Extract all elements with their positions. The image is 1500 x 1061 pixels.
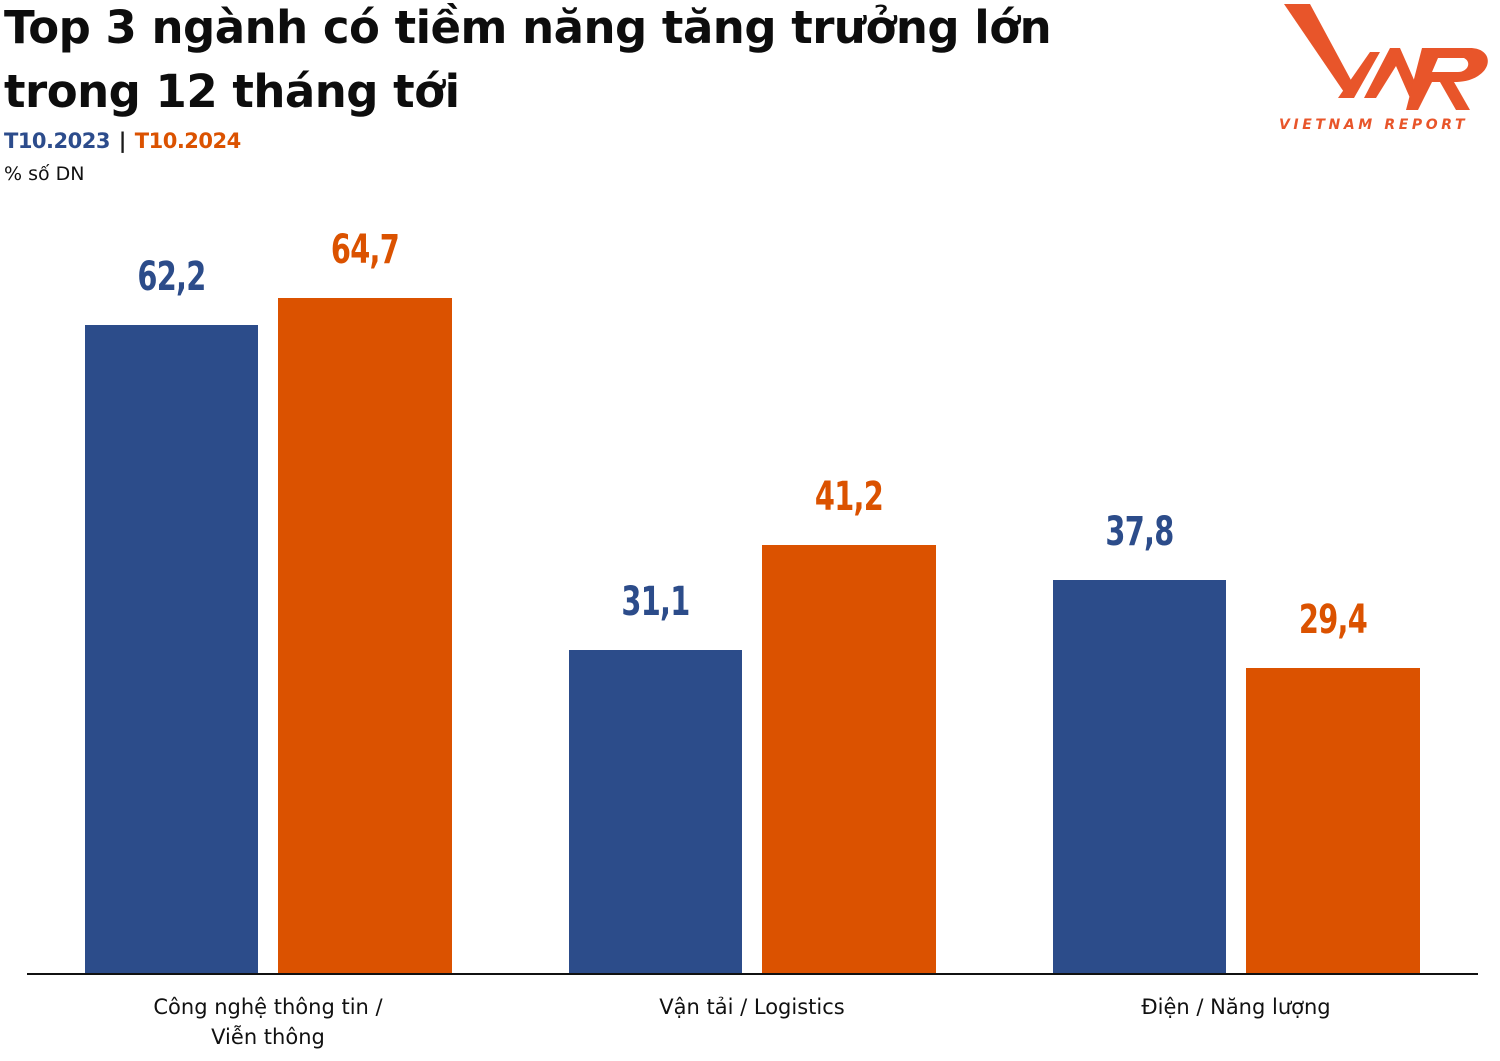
value-label: 37,8 bbox=[1105, 509, 1174, 555]
value-label: 31,1 bbox=[621, 579, 690, 625]
bar-it-2024 bbox=[278, 298, 452, 974]
category-line: Công nghệ thông tin / bbox=[153, 995, 383, 1019]
category-label-it: Công nghệ thông tin / Viễn thông bbox=[118, 992, 418, 1052]
value-label: 62,2 bbox=[137, 254, 206, 300]
bar-it-2023 bbox=[85, 325, 258, 974]
vnr-logo-icon bbox=[1284, 4, 1488, 110]
category-line: Điện / Năng lượng bbox=[1141, 995, 1331, 1019]
unit-label: % số DN bbox=[4, 163, 85, 185]
value-label: 64,7 bbox=[330, 227, 400, 273]
value-label: 29,4 bbox=[1298, 597, 1368, 643]
legend-series-2023: T10.2023 bbox=[4, 129, 110, 153]
category-label-logistics: Vận tải / Logistics bbox=[602, 992, 902, 1022]
title-line-2: trong 12 tháng tới bbox=[4, 65, 460, 118]
category-line: Viễn thông bbox=[211, 1025, 325, 1049]
x-axis-line bbox=[27, 973, 1478, 975]
category-label-energy: Điện / Năng lượng bbox=[1086, 992, 1386, 1022]
bar-logistics-2023 bbox=[569, 650, 742, 974]
bar-energy-2024 bbox=[1246, 668, 1420, 974]
legend: T10.2023 | T10.2024 bbox=[4, 126, 241, 156]
chart-title: Top 3 ngành có tiềm năng tăng trưởng lớn… bbox=[4, 0, 1064, 124]
category-line: Vận tải / Logistics bbox=[659, 995, 845, 1019]
bar-logistics-2024 bbox=[762, 545, 936, 974]
value-label: 41,2 bbox=[814, 474, 884, 520]
bar-energy-2023 bbox=[1053, 580, 1226, 974]
legend-separator: | bbox=[118, 129, 127, 153]
title-line-1: Top 3 ngành có tiềm năng tăng trưởng lớn bbox=[4, 1, 1052, 54]
legend-series-2024: T10.2024 bbox=[134, 129, 241, 153]
logo-text: VIETNAM REPORT bbox=[1279, 117, 1469, 133]
